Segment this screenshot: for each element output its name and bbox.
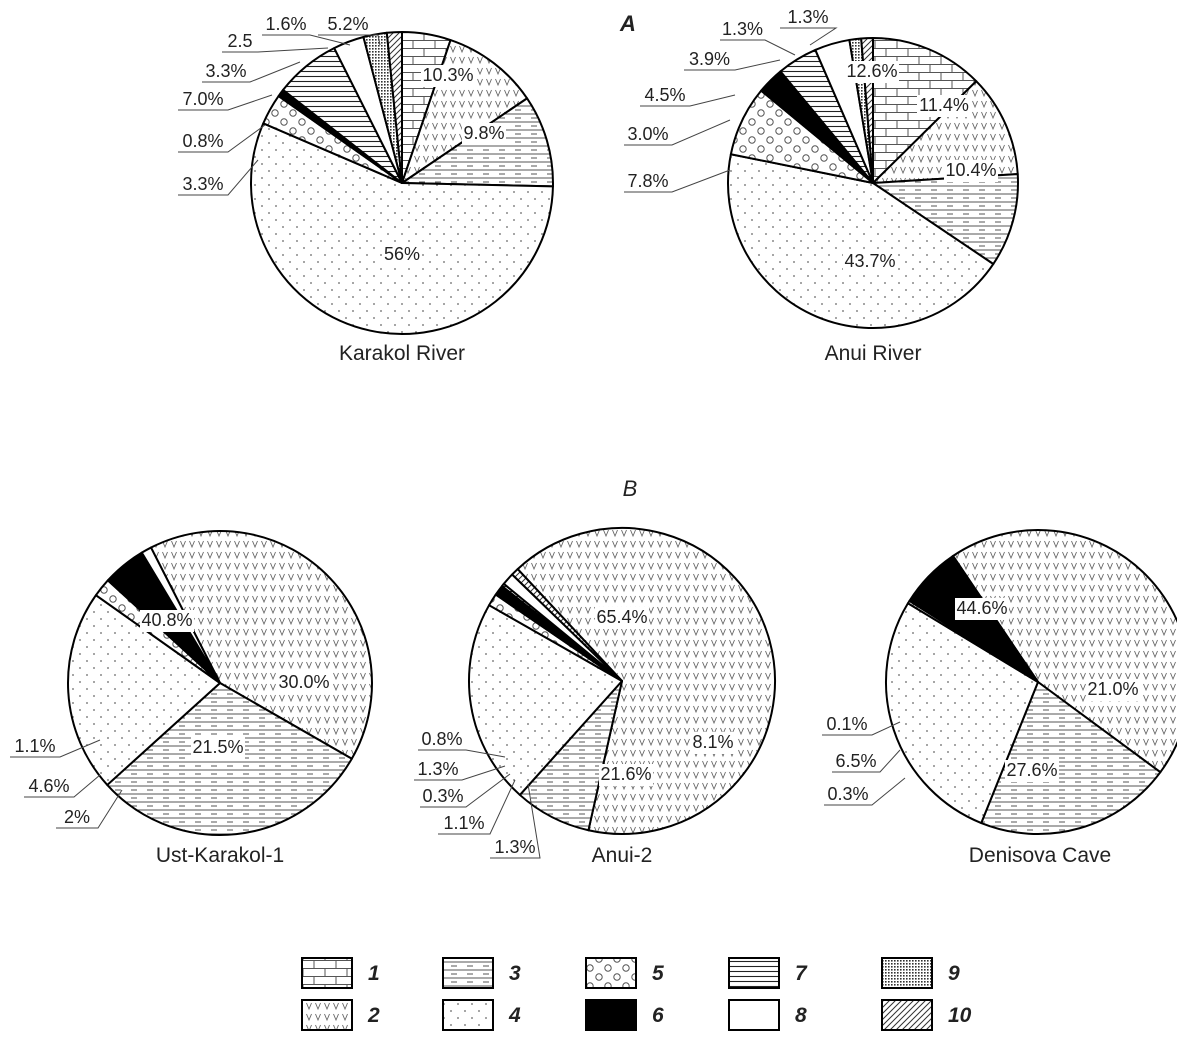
slice-label: 0.3% xyxy=(422,786,463,806)
slice-label: 7.8% xyxy=(627,171,668,191)
pie-title: Ust-Karakol-1 xyxy=(156,844,284,867)
legend-swatch xyxy=(882,958,932,988)
legend-label: 1 xyxy=(368,962,380,985)
legend-item-1: 1 xyxy=(302,958,380,988)
slice-label: 4.6% xyxy=(28,776,69,796)
pie-denisova-cave: 44.6% 21.0% 27.6% 0.3% 6.5% 0.1% Denisova Cave xyxy=(822,530,1177,867)
slice-label: 7.0% xyxy=(182,89,223,109)
slice-label: 1.3% xyxy=(417,759,458,779)
legend-item-5: 5 xyxy=(586,958,664,988)
legend: 1 2 3 4 5 6 7 8 9 10 xyxy=(302,958,972,1030)
legend-item-9: 9 xyxy=(882,958,960,988)
slice-label: 2% xyxy=(64,807,90,827)
slice-label: 1.3% xyxy=(722,19,763,39)
pie-anui-river: 12.6% 11.4% 10.4% 43.7% 7.8% 3.0% 4.5%3.9% 1.3%… xyxy=(624,7,1018,365)
slice-label: 1.3% xyxy=(494,837,535,857)
slice-label: 9.8% xyxy=(463,123,504,143)
slice-label: 21.0% xyxy=(1087,679,1138,699)
slice-label: 43.7% xyxy=(844,251,895,271)
slice-label: 10.4% xyxy=(945,160,996,180)
legend-label: 6 xyxy=(652,1004,664,1027)
legend-label: 4 xyxy=(508,1004,521,1027)
legend-swatch xyxy=(443,958,493,988)
legend-swatch xyxy=(882,1000,932,1030)
slice-label: 65.4% xyxy=(596,607,647,627)
slice-label: 3.9% xyxy=(689,49,730,69)
legend-item-7: 7 xyxy=(729,958,808,988)
legend-swatch xyxy=(729,958,779,988)
leader-line xyxy=(780,28,836,45)
pie-ust-karakol-1: 40.8% 30.0% 21.5% 2% 4.6% 1.1% Ust-Karakol-1 xyxy=(10,531,372,867)
panel-label-b: B xyxy=(623,476,638,501)
slice-label: 44.6% xyxy=(956,598,1007,618)
slice-label: 3.3% xyxy=(182,174,223,194)
slice-label: 1.1% xyxy=(443,813,484,833)
leader-line xyxy=(262,35,350,45)
pie-anui-2: 65.4% 8.1% 21.6% 1.3% 1.1% 0.3% 1.3% 0.8% Anui-2 xyxy=(414,528,775,867)
slice-label: 1.6% xyxy=(265,14,306,34)
pie-karakol-river: 5.2% 10.3% 9.8% 56% 3.3% 0.8% 7.0% 3.3% 2.5 1.6% K… xyxy=(178,14,553,365)
legend-item-10: 10 xyxy=(882,1000,972,1030)
slice-label: 0.8% xyxy=(182,131,223,151)
legend-swatch xyxy=(586,958,636,988)
slice-label: 27.6% xyxy=(1006,760,1057,780)
slice-label: 1.1% xyxy=(14,736,55,756)
slice-label: 2.5 xyxy=(227,31,252,51)
legend-item-8: 8 xyxy=(729,1000,807,1030)
legend-label: 7 xyxy=(795,962,808,985)
pie-charts: 5.2% 10.3% 9.8% 56% 3.3% 0.8% 7.0% 3.3% 2.5 1.6% K… xyxy=(10,7,1177,867)
pie-title: Anui-2 xyxy=(592,844,653,867)
legend-label: 10 xyxy=(948,1004,972,1027)
panel-label-a: A xyxy=(619,11,636,36)
pie-title: Karakol River xyxy=(339,342,465,365)
slice-label: 30.0% xyxy=(278,672,329,692)
leader-line xyxy=(720,40,795,55)
pie-title: Anui River xyxy=(825,342,922,365)
legend-label: 2 xyxy=(367,1004,380,1027)
slice-label: 4.5% xyxy=(644,85,685,105)
slice-label: 3.3% xyxy=(205,61,246,81)
legend-item-3: 3 xyxy=(443,958,521,988)
slice-label: 21.6% xyxy=(600,764,651,784)
legend-label: 9 xyxy=(948,962,960,985)
slice-label: 56% xyxy=(384,244,420,264)
legend-label: 3 xyxy=(509,962,521,985)
slice-label: 12.6% xyxy=(846,61,897,81)
slice-label: 8.1% xyxy=(692,732,733,752)
legend-swatch xyxy=(729,1000,779,1030)
legend-swatch xyxy=(302,1000,352,1030)
slice-label: 0.3% xyxy=(827,784,868,804)
slice-label: 21.5% xyxy=(192,737,243,757)
slice-label: 5.2% xyxy=(327,14,368,34)
legend-item-2: 2 xyxy=(302,1000,380,1030)
slice-label: 1.3% xyxy=(787,7,828,27)
slice-label: 11.4% xyxy=(919,95,969,115)
legend-item-6: 6 xyxy=(586,1000,664,1030)
slice-label: 40.8% xyxy=(141,610,192,630)
slice-label: 3.0% xyxy=(627,124,668,144)
slice-label: 0.8% xyxy=(421,729,462,749)
legend-swatch xyxy=(586,1000,636,1030)
slice-label: 10.3% xyxy=(422,65,473,85)
slice-label: 0.1% xyxy=(826,714,867,734)
legend-swatch xyxy=(302,958,352,988)
legend-label: 5 xyxy=(652,962,664,985)
pie-title: Denisova Cave xyxy=(969,844,1111,867)
legend-label: 8 xyxy=(795,1004,807,1027)
legend-swatch xyxy=(443,1000,493,1030)
legend-item-4: 4 xyxy=(443,1000,521,1030)
slice-label: 6.5% xyxy=(835,751,876,771)
